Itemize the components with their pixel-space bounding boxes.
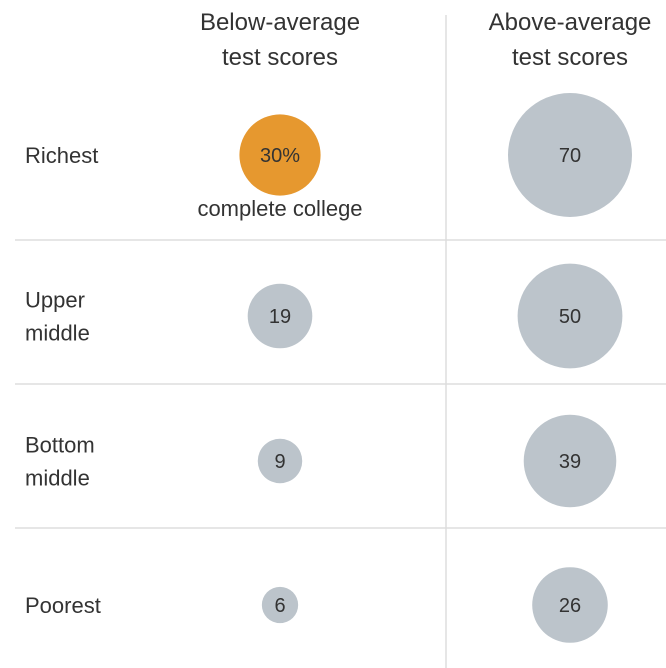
bubble-2-4 xyxy=(532,567,608,643)
bubble-1-3 xyxy=(257,438,303,484)
column-header-2: Above-average test scores xyxy=(489,9,652,71)
bubble-value-label-1-1: 30% xyxy=(260,145,300,167)
column-header-1: Below-average test scores xyxy=(200,9,360,71)
bubble-value-label-1-4: 6 xyxy=(274,595,285,617)
bubble-2-1 xyxy=(508,93,632,217)
bubble-1-1 xyxy=(239,114,321,196)
bubble-value-label-2-1: 70 xyxy=(559,145,581,167)
bubble-value-label-2-3: 39 xyxy=(559,451,581,473)
bubble-2-3 xyxy=(523,414,617,508)
bubble-value-label-1-3: 9 xyxy=(274,451,285,473)
bubble-1-2 xyxy=(247,283,313,349)
bubble-2-2 xyxy=(517,263,623,369)
bubble-value-label-2-4: 26 xyxy=(559,595,581,617)
annotation-label: complete college xyxy=(197,196,362,221)
row-label-1: Richest xyxy=(25,143,98,168)
bubble-value-label-2-2: 50 xyxy=(559,306,581,328)
row-label-3: Bottom middle xyxy=(25,433,95,491)
bubble-value-label-1-2: 19 xyxy=(269,306,291,328)
bubble-1-4 xyxy=(261,586,299,624)
row-label-2: Upper middle xyxy=(25,288,90,346)
row-label-4: Poorest xyxy=(25,593,101,618)
